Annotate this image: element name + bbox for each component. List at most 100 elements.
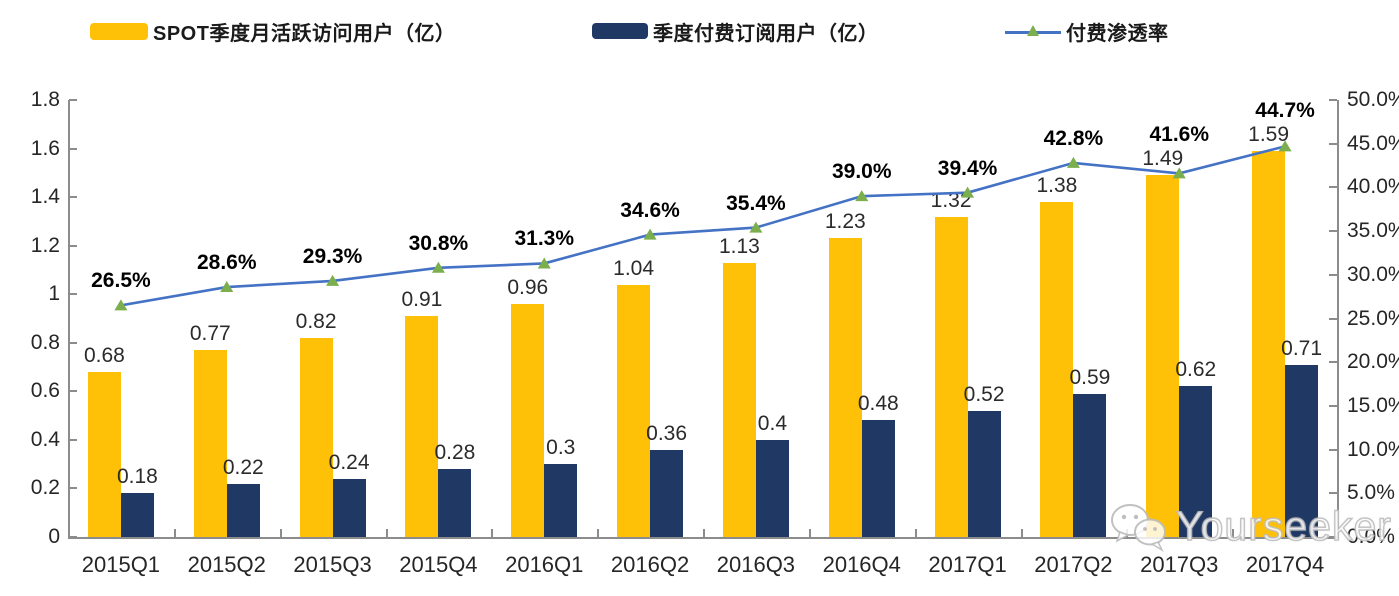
bar-mau: [1040, 201, 1074, 537]
x-axis-label: 2015Q3: [293, 552, 372, 577]
x-axis-label: 2017Q4: [1245, 552, 1325, 577]
bar-mau-value-label: 1.59: [1248, 122, 1290, 146]
bar-mau-value-label: 1.23: [824, 210, 866, 234]
x-axis-tick: [597, 529, 600, 537]
bar-subscribers: [226, 483, 260, 537]
x-axis-tick: [173, 529, 176, 537]
penetration-value-label: 42.8%: [1043, 126, 1104, 150]
x-axis-label: 2016Q2: [610, 552, 690, 577]
bar-mau-value-label: 0.68: [83, 343, 125, 367]
y-axis-left-label: 1.6: [30, 136, 60, 160]
bar-subscribers: [1073, 393, 1107, 537]
y-axis-right-label: 30.0%: [1347, 262, 1399, 286]
bar-mau: [722, 262, 756, 537]
legend-item-penetration: 付费渗透率: [1005, 18, 1169, 45]
y-axis-left-label: 0.6: [30, 379, 60, 403]
y-axis-right-tick: [1329, 186, 1337, 189]
y-axis-right-label: 20.0%: [1347, 350, 1399, 374]
legend-swatch-mau: [90, 22, 148, 40]
bar-mau-value-label: 0.96: [507, 275, 549, 299]
bar-mau: [511, 303, 545, 537]
y-axis-left-label: 1: [48, 282, 60, 306]
penetration-value-label: 41.6%: [1149, 123, 1210, 147]
triangle-marker-icon: [749, 221, 763, 233]
x-axis-tick: [703, 529, 705, 537]
triangle-marker-icon: [537, 257, 551, 269]
y-axis-right-tick: [1329, 492, 1337, 495]
x-axis-label: 2015Q4: [399, 552, 478, 577]
y-axis-left-tick: [69, 536, 77, 538]
triangle-marker-icon: [855, 190, 869, 202]
bar-mau-value-label: 1.04: [613, 256, 655, 280]
y-axis-left-label: 1.4: [30, 185, 60, 209]
triangle-marker-icon: [1027, 24, 1039, 36]
bar-subscribers: [332, 478, 366, 537]
penetration-value-label: 44.7%: [1255, 98, 1315, 122]
x-axis-label: 2017Q3: [1140, 552, 1219, 577]
penetration-value-label: 31.3%: [514, 227, 575, 251]
triangle-marker-icon: [326, 274, 340, 286]
y-axis-right-tick: [1329, 361, 1337, 364]
bar-subscribers: [650, 449, 684, 537]
x-axis-label: 2017Q1: [928, 552, 1007, 577]
bar-subscribers-value-label: 0.24: [328, 450, 370, 474]
bar-mau: [1146, 175, 1180, 537]
bar-subscribers-value-label: 0.3: [546, 436, 576, 460]
x-axis-label: 2015Q2: [187, 552, 266, 577]
bar-subscribers: [544, 464, 578, 537]
y-axis-left-label: 0.2: [30, 476, 60, 500]
y-axis-left-tick: [69, 341, 77, 344]
penetration-value-label: 34.6%: [620, 198, 680, 222]
y-axis-right-label: 45.0%: [1347, 131, 1399, 155]
y-axis-left-tick: [69, 196, 77, 199]
y-axis-right-tick: [1329, 448, 1337, 451]
bar-subscribers-value-label: 0.18: [116, 465, 158, 489]
x-axis-tick: [1020, 529, 1023, 537]
bar-mau: [828, 238, 862, 537]
y-axis-right-tick: [1329, 536, 1337, 538]
x-axis-tick: [1232, 529, 1235, 537]
y-axis-right-tick: [1329, 273, 1337, 276]
y-axis-right-label: 5.0%: [1347, 481, 1395, 505]
bar-mau: [405, 316, 439, 537]
bar-mau-value-label: 1.49: [1142, 147, 1184, 171]
bar-mau: [934, 216, 968, 537]
x-axis: [68, 537, 1339, 539]
y-axis-right-label: 35.0%: [1347, 219, 1399, 243]
x-axis-label: 2016Q4: [822, 552, 901, 577]
triangle-marker-icon: [1172, 167, 1186, 179]
y-axis-left-label: 1.2: [30, 233, 60, 257]
penetration-value-label: 28.6%: [196, 251, 257, 275]
bar-subscribers: [967, 410, 1001, 537]
y-axis-right: [1337, 100, 1339, 537]
x-axis-tick: [491, 529, 494, 537]
bar-mau: [87, 371, 121, 537]
legend-item-mau: SPOT季度月活跃访问用户（亿）: [90, 18, 455, 45]
bar-subscribers-value-label: 0.71: [1281, 336, 1323, 360]
bar-subscribers: [120, 493, 154, 537]
y-axis-left-label: 1.8: [30, 88, 60, 111]
bar-subscribers-value-label: 0.62: [1175, 358, 1217, 382]
y-axis-right-label: 10.0%: [1347, 437, 1399, 461]
y-axis-right-tick: [1329, 142, 1337, 145]
penetration-value-label: 26.5%: [91, 269, 151, 293]
y-axis-left: [68, 100, 70, 537]
bar-subscribers-value-label: 0.4: [757, 411, 788, 435]
bar-subscribers: [1179, 386, 1213, 537]
x-axis-tick: [279, 529, 282, 537]
y-axis-right-label: 40.0%: [1347, 175, 1399, 199]
bar-subscribers-value-label: 0.28: [434, 441, 476, 465]
x-axis-tick: [914, 529, 917, 537]
bar-subscribers-value-label: 0.52: [963, 382, 1005, 406]
y-axis-left-label: 0: [48, 525, 60, 548]
penetration-value-label: 39.0%: [831, 160, 892, 184]
bar-mau: [617, 284, 651, 537]
triangle-marker-icon: [431, 261, 445, 273]
x-axis-label: 2016Q1: [505, 552, 584, 577]
bar-subscribers: [438, 469, 472, 537]
y-axis-left-tick: [69, 487, 77, 490]
bar-mau: [1252, 150, 1286, 537]
y-axis-right-label: 15.0%: [1347, 393, 1399, 417]
y-axis-left-tick: [69, 244, 77, 247]
